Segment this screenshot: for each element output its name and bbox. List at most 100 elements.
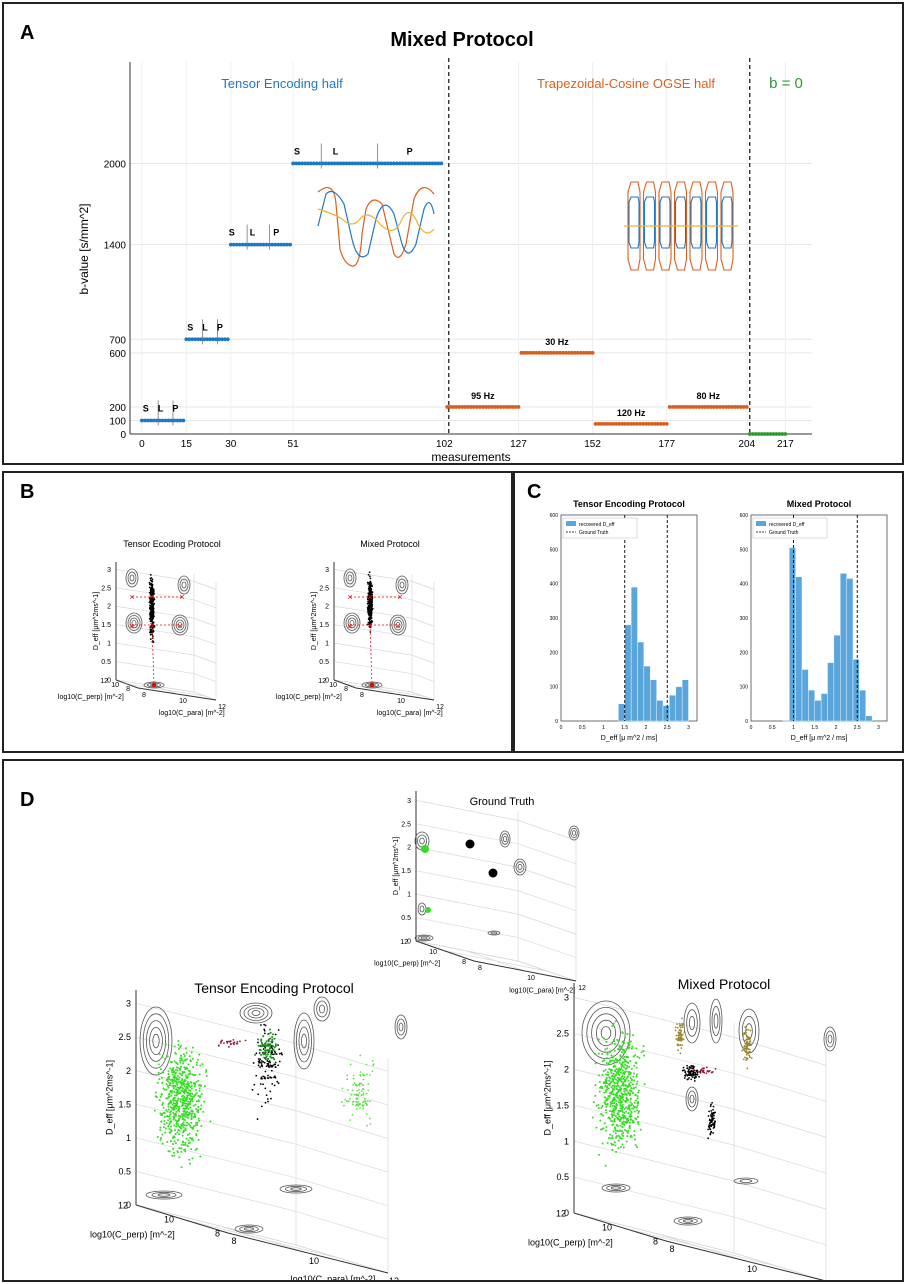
chart-d1-point-green: [159, 1128, 162, 1131]
chart-d0-contour: [502, 835, 508, 843]
chart-b2-contour: [399, 581, 405, 589]
chart-d1-point-green: [184, 1079, 187, 1082]
chart-d1-point-green: [166, 1055, 169, 1058]
chart-d2-point-green: [620, 1063, 623, 1066]
chart-d2-point-olive: [749, 1056, 751, 1059]
chart-d1-point-green: [194, 1074, 197, 1077]
chart-d2-grid: [619, 1226, 781, 1268]
chart-c2-legend-ground-truth: Ground Truth: [769, 530, 799, 536]
chart-d2-point-green: [630, 1079, 633, 1082]
chart-b2-point: [367, 573, 370, 576]
chart-d2-point-green: [636, 1095, 639, 1098]
chart-d2-point-green: [629, 1040, 632, 1043]
chart-d2-point-olive: [679, 1032, 682, 1035]
chart-d1-point-green: [159, 1068, 162, 1071]
chart-d1-point-green: [165, 1108, 168, 1111]
chart-d1-point-green: [187, 1100, 190, 1103]
chart-d1-point-darkgreen: [264, 1045, 267, 1048]
chart-b1-point: [152, 593, 155, 595]
chart-d1-point-black: [266, 1098, 269, 1100]
chart-d1-point-maroon: [225, 1040, 228, 1043]
chart-d2-point-maroon: [699, 1069, 702, 1072]
chart-d1-point-green: [161, 1081, 164, 1084]
chart-d2-point-green: [627, 1073, 630, 1076]
chart-d2-point-black: [698, 1075, 700, 1078]
chart-d1-point-green: [155, 1096, 158, 1099]
chart-b2-grid: [411, 581, 435, 590]
chart-a-xtick: 30: [225, 439, 237, 450]
chart-c1-legend-recovered: recovered D_eff: [579, 522, 615, 528]
chart-d1-point-green: [173, 1060, 176, 1063]
chart-d1-point-lightgreen: [366, 1100, 369, 1102]
chart-d1-point-green: [189, 1089, 192, 1092]
chart-c1-bar: [681, 679, 689, 722]
chart-d2-point-green: [627, 1056, 630, 1059]
chart-a-section-label: b = 0: [769, 75, 803, 92]
chart-b1-ztick: 1.5: [101, 622, 111, 629]
chart-d2-point-green: [634, 1054, 637, 1057]
chart-d1-point-black: [271, 1083, 274, 1085]
chart-d1-point-black: [269, 1061, 272, 1064]
chart-a-title: Mixed Protocol: [390, 29, 533, 51]
chart-d2-point-green: [633, 1138, 636, 1141]
chart-d2-point-green: [622, 1082, 625, 1085]
chart-d2-point-green: [635, 1066, 638, 1069]
chart-d1-contour: [239, 1002, 273, 1024]
chart-d1-point-black: [267, 1100, 269, 1103]
chart-d2-point-green: [625, 1077, 628, 1080]
chart-d2-point-black: [688, 1068, 691, 1071]
chart-d2-point-green: [606, 1047, 609, 1050]
chart-d1-point-green: [182, 1143, 185, 1146]
chart-d2-point-green: [607, 1137, 610, 1140]
chart-d2-point-green: [621, 1130, 624, 1133]
chart-c1-ytick: 500: [550, 547, 559, 553]
chart-d2-point-olive: [679, 1026, 682, 1029]
chart-d2-grid: [733, 1072, 827, 1102]
chart-d0-contour: [490, 931, 498, 935]
chart-d2-point-green: [597, 1074, 600, 1077]
chart-d1-point-black: [260, 1105, 263, 1108]
chart-d2-point-olive: [745, 1031, 747, 1034]
chart-d2-point-green: [628, 1089, 631, 1092]
chart-d1-point-green: [176, 1083, 179, 1086]
chart-a-waveform-gold: [317, 208, 435, 234]
chart-d1-point-green: [171, 1103, 174, 1106]
chart-d1-point-green: [197, 1058, 200, 1061]
chart-a-ytick: 1400: [104, 241, 127, 252]
chart-d1-point-green: [186, 1081, 189, 1084]
chart-d2-point-olive: [682, 1038, 685, 1041]
chart-b1-contour: [125, 568, 139, 588]
chart-d1-point-green: [179, 1098, 182, 1101]
chart-d2-grid: [573, 1068, 735, 1110]
chart-a-ogse-orange: [689, 181, 703, 271]
chart-c2-xtick: 0: [750, 725, 753, 731]
chart-d1-point-green: [205, 1074, 208, 1077]
chart-d1-point-black: [261, 1065, 264, 1068]
chart-d2-point-olive: [680, 1047, 683, 1049]
chart-d2-point-black: [707, 1137, 710, 1140]
chart-b1-xtick: 12: [218, 704, 226, 711]
chart-d2-point-black: [687, 1070, 689, 1073]
chart-d1-point-green: [196, 1129, 199, 1132]
chart-d2-x-axis: [665, 1240, 825, 1280]
chart-d2-point-green: [613, 1102, 616, 1105]
chart-d2-point-black: [686, 1067, 689, 1070]
chart-d2-point-green: [618, 1098, 621, 1101]
chart-d0-contour: [487, 930, 501, 936]
chart-a-ogse-blue: [659, 196, 671, 249]
chart-d1-point-green: [176, 1123, 179, 1126]
chart-d1-point-green: [168, 1117, 171, 1120]
chart-d2-point-green: [621, 1125, 624, 1128]
chart-b2-point: [366, 611, 369, 613]
chart-d1-point-black: [276, 1080, 279, 1083]
chart-d1-point-green: [183, 1055, 186, 1058]
chart-b1-ztick: 2.5: [101, 585, 111, 592]
chart-d1-point-green: [163, 1119, 166, 1122]
chart-d0-contour: [419, 837, 425, 845]
chart-b1-point: [151, 600, 154, 603]
chart-d2-point-black: [690, 1078, 693, 1081]
chart-d1-point-green: [170, 1091, 173, 1094]
chart-d1-point-green: [153, 1109, 156, 1112]
chart-a-frequency-label: 120 Hz: [617, 408, 646, 418]
chart-d2-point-green: [625, 1110, 628, 1113]
